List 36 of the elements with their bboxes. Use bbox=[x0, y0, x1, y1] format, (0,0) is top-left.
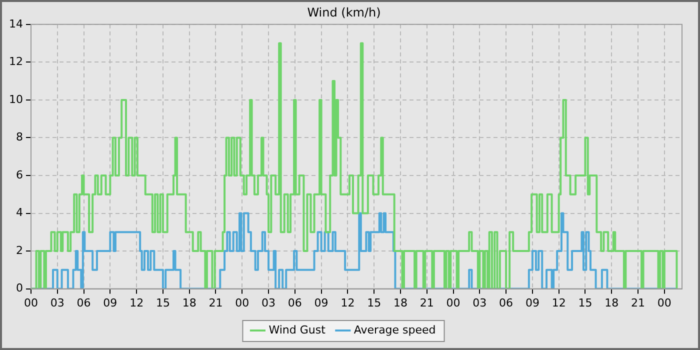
x-tick-label: 15 bbox=[156, 296, 170, 310]
x-tick-label: 15 bbox=[367, 296, 382, 310]
x-tick-label: 21 bbox=[420, 296, 434, 310]
x-tick-label: 21 bbox=[208, 296, 223, 310]
x-tick-label: 00 bbox=[235, 296, 250, 310]
x-tick-label: 09 bbox=[525, 296, 540, 310]
x-tick-label: 00 bbox=[446, 296, 460, 310]
legend-label: Wind Gust bbox=[268, 323, 326, 336]
x-tick-label: 18 bbox=[604, 296, 619, 310]
y-tick-label: 6 bbox=[16, 168, 23, 182]
y-tick-label: 0 bbox=[16, 282, 23, 295]
legend-label: Average speed bbox=[354, 323, 436, 336]
x-tick-label: 18 bbox=[393, 296, 408, 310]
x-tick-label: 15 bbox=[578, 296, 592, 310]
y-tick-label: 8 bbox=[16, 130, 23, 144]
x-tick-label: 06 bbox=[76, 296, 91, 310]
y-tick-label: 14 bbox=[8, 17, 23, 30]
x-tick-label: 18 bbox=[182, 296, 196, 310]
x-tick-label: 12 bbox=[130, 296, 144, 310]
x-tick-label: 06 bbox=[499, 296, 514, 310]
x-tick-label: 03 bbox=[472, 296, 487, 310]
x-tick-label: 00 bbox=[657, 296, 672, 310]
chart-title: Wind (km/h) bbox=[307, 5, 381, 20]
y-tick-label: 4 bbox=[16, 206, 23, 220]
x-tick-label: 09 bbox=[314, 296, 328, 310]
y-tick-label: 10 bbox=[8, 92, 23, 106]
x-tick-label: 03 bbox=[262, 296, 276, 310]
x-tick-label: 06 bbox=[288, 296, 302, 310]
x-tick-label: 03 bbox=[50, 296, 64, 310]
x-tick-label: 21 bbox=[631, 296, 646, 310]
y-tick-label: 12 bbox=[8, 55, 23, 68]
x-tick-label: 12 bbox=[340, 296, 355, 310]
y-tick-label: 2 bbox=[16, 244, 23, 257]
x-tick-label: 00 bbox=[24, 296, 38, 310]
x-tick-label: 12 bbox=[552, 296, 566, 310]
x-tick-label: 09 bbox=[103, 296, 118, 310]
